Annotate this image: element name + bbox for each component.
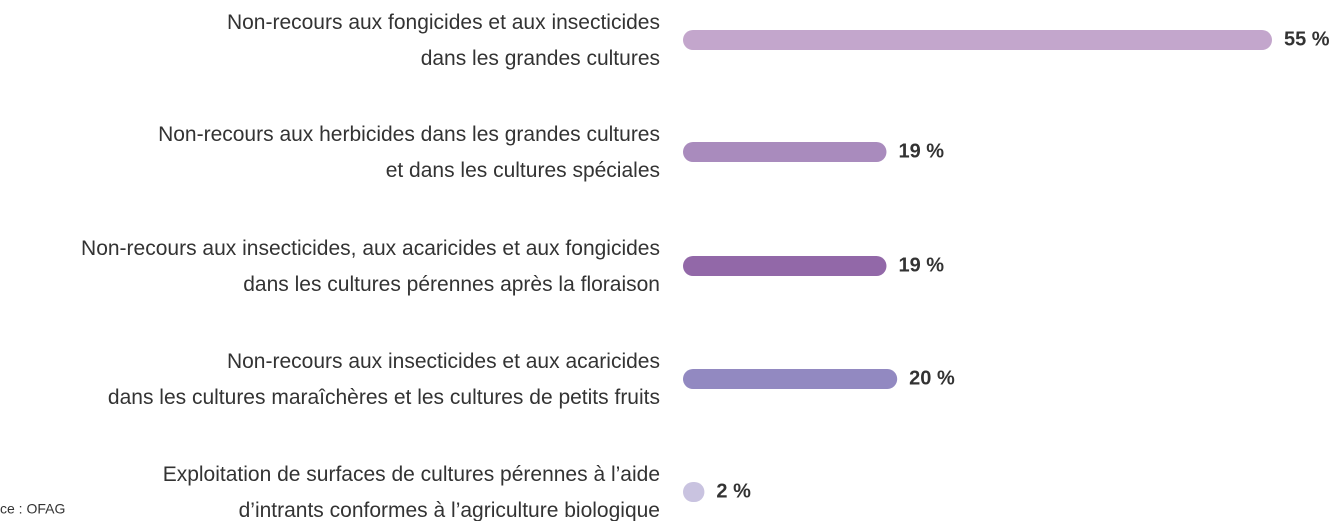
bar <box>683 30 1272 50</box>
category-label: Non-recours aux insecticides et aux acar… <box>108 350 660 409</box>
value-label: 20 % <box>909 367 955 389</box>
value-label: 55 % <box>1284 28 1330 50</box>
category-label: Non-recours aux insecticides, aux acaric… <box>81 237 660 296</box>
value-label: 19 % <box>898 254 944 276</box>
bar <box>683 482 705 502</box>
source: ce : OFAG <box>0 501 65 517</box>
value-label: 2 % <box>716 480 751 502</box>
bar <box>683 369 898 389</box>
category-label: Non-recours aux fongicides et aux insect… <box>227 11 660 70</box>
bar <box>683 256 887 276</box>
value-label: 19 % <box>898 140 944 162</box>
bar <box>683 142 887 162</box>
category-label: Non-recours aux herbicides dans les gran… <box>158 123 660 182</box>
category-label: Exploitation de surfaces de cultures pér… <box>163 463 660 521</box>
